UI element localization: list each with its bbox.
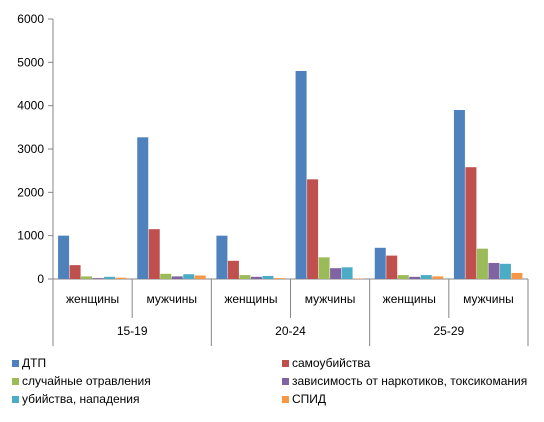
- legend-swatch: [12, 396, 19, 403]
- bar-3-3: [330, 268, 341, 279]
- bar-0-4: [375, 248, 386, 279]
- bar-4-4: [421, 275, 432, 279]
- y-tick-label: 1000: [17, 229, 44, 243]
- bar-2-5: [477, 249, 488, 279]
- legend-label: случайные отравления: [22, 374, 151, 388]
- y-tick-label: 4000: [17, 99, 44, 113]
- bar-3-5: [488, 263, 499, 279]
- bar-0-0: [58, 236, 69, 279]
- y-tick-label: 0: [37, 272, 44, 286]
- x-group-label: 15-19: [117, 324, 148, 338]
- bar-0-1: [137, 137, 148, 279]
- x-category-label: мужчины: [146, 292, 197, 306]
- bar-3-2: [251, 277, 262, 279]
- bar-0-2: [216, 236, 227, 279]
- x-category-label: женщины: [383, 292, 436, 306]
- bar-5-0: [116, 278, 127, 279]
- bar-5-4: [432, 276, 443, 279]
- bar-4-1: [183, 274, 194, 279]
- legend-swatch: [282, 360, 289, 367]
- bar-3-1: [172, 276, 183, 279]
- y-tick-label: 3000: [17, 142, 44, 156]
- legend-label: СПИД: [292, 392, 326, 406]
- legend-swatch: [12, 378, 19, 385]
- bar-1-3: [307, 179, 318, 279]
- x-category-label: мужчины: [305, 292, 356, 306]
- legend: ДТП самоубийства случайные отравления завис…: [12, 356, 527, 406]
- y-tick-label: 5000: [17, 55, 44, 69]
- bar-1-1: [149, 229, 160, 279]
- legend-label: зависимость от наркотиков, токсикомания: [292, 374, 527, 388]
- x-category-label: женщины: [66, 292, 119, 306]
- bar-2-2: [239, 275, 250, 279]
- x-category-label: мужчины: [463, 292, 514, 306]
- legend-label: убийства, нападения: [22, 392, 139, 406]
- bar-4-3: [342, 267, 353, 279]
- bar-0-5: [454, 110, 465, 279]
- x-category-label: женщины: [224, 292, 277, 306]
- bar-3-0: [93, 278, 104, 279]
- legend-swatch: [12, 360, 19, 367]
- bar-0-3: [296, 71, 307, 279]
- legend-swatch: [282, 378, 289, 385]
- bar-1-5: [465, 167, 476, 279]
- x-group-label: 25-29: [433, 324, 464, 338]
- bar-5-5: [511, 273, 522, 279]
- legend-swatch: [282, 396, 289, 403]
- bar-2-1: [160, 274, 171, 279]
- bars: [58, 71, 522, 279]
- axis-labels: 0 1000 2000 3000 4000 5000 6000 женщины мужчины ж…: [17, 12, 513, 338]
- bar-2-3: [319, 257, 330, 279]
- bar-1-4: [386, 256, 397, 279]
- legend-label: ДТП: [22, 356, 46, 370]
- bar-1-0: [70, 265, 81, 279]
- bar-4-0: [104, 277, 115, 279]
- y-tick-label: 6000: [17, 12, 44, 26]
- legend-label: самоубийства: [292, 356, 371, 370]
- bar-1-2: [228, 261, 239, 279]
- bar-4-2: [262, 276, 273, 279]
- x-group-label: 20-24: [275, 324, 306, 338]
- bar-3-4: [409, 277, 420, 279]
- y-tick-label: 2000: [17, 185, 44, 199]
- bar-5-1: [195, 276, 206, 279]
- bar-4-5: [500, 264, 511, 279]
- bar-5-2: [274, 278, 285, 279]
- bar-2-4: [398, 275, 409, 279]
- bar-2-0: [81, 276, 92, 279]
